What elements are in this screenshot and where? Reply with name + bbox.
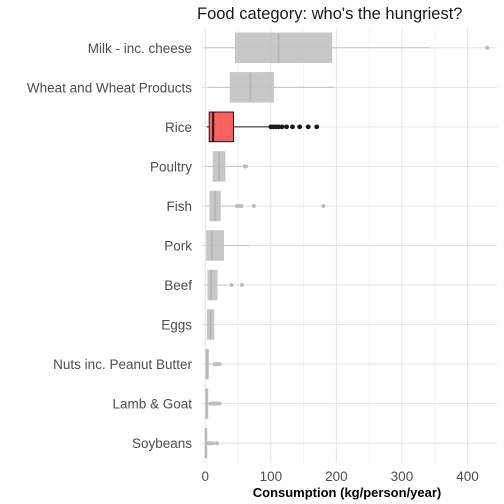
category-label: Wheat and Wheat Products (27, 80, 192, 95)
category-label: Eggs (161, 318, 192, 333)
box-fish (205, 190, 326, 222)
category-labels: Milk - inc. cheese Wheat and Wheat Produc… (27, 41, 193, 451)
outlier-point (305, 124, 311, 130)
category-label: Nuts inc. Peanut Butter (53, 357, 192, 372)
box-poultry (206, 151, 248, 182)
outlier-point (284, 124, 289, 130)
outlier-point (211, 441, 216, 446)
outlier-point (314, 124, 320, 130)
outlier-point (243, 164, 248, 169)
box-nuts-inc-peanut-butter (205, 348, 222, 380)
x-tick-label: 0 (202, 469, 210, 484)
x-tick-label: 200 (325, 469, 348, 484)
chart-title: Food category: who's the hungriest? (197, 5, 462, 23)
category-label: Rice (165, 120, 192, 135)
outlier-point (485, 45, 490, 50)
category-label: Poultry (150, 159, 192, 174)
outlier-point (321, 203, 326, 208)
category-label: Fish (166, 199, 192, 214)
x-tick-label: 100 (260, 469, 283, 484)
box-wheat-and-wheat-products (208, 72, 335, 103)
outlier-point (290, 124, 295, 130)
category-label: Soybeans (132, 436, 192, 451)
box-iqr (235, 32, 333, 64)
outlier-point (215, 441, 220, 446)
box-iqr (206, 230, 225, 261)
category-label: Pork (164, 239, 192, 254)
box-milk-inc-cheese (205, 32, 490, 64)
box-pork (205, 230, 250, 261)
x-tick-label: 300 (391, 469, 414, 484)
outlier-point (279, 124, 285, 130)
outlier-point (239, 203, 244, 208)
outlier-point (297, 124, 303, 130)
outlier-point (217, 401, 222, 406)
outlier-point (229, 283, 234, 288)
box-rice (206, 111, 320, 143)
box-iqr (229, 72, 274, 103)
category-label: Milk - inc. cheese (88, 41, 192, 56)
box-soybeans (204, 427, 220, 459)
outlier-point (251, 203, 256, 208)
category-label: Beef (164, 278, 192, 293)
x-tick-label: 400 (456, 469, 479, 484)
box-beef (205, 269, 244, 301)
boxes (204, 32, 490, 459)
outlier-point (217, 362, 222, 367)
x-tick-labels: 0 100 200 300 400 (202, 469, 479, 484)
category-label: Lamb & Goat (112, 397, 192, 412)
x-axis-title: Consumption (kg/person/year) (253, 485, 442, 500)
box-eggs (205, 309, 215, 340)
box-lamb-goat (205, 388, 222, 419)
box-iqr (207, 269, 218, 301)
outlier-point (239, 283, 244, 288)
